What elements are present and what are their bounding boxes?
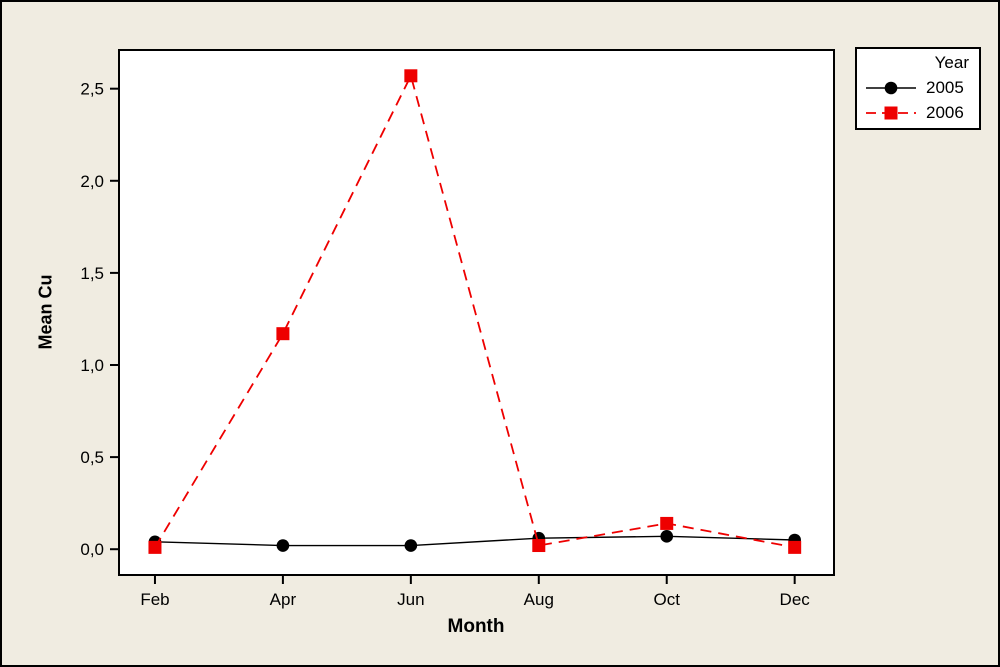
y-tick-label: 2,0	[80, 172, 104, 191]
legend-swatch-2006	[866, 106, 916, 119]
legend-label-2006: 2006	[926, 102, 964, 122]
data-point-2006-Oct	[660, 516, 674, 530]
series-line-2006	[154, 73, 795, 549]
data-point-2005-Oct	[660, 530, 674, 543]
x-tick-label: Feb	[140, 590, 169, 609]
legend: Year 2005 2006	[855, 47, 981, 130]
x-tick-label: Oct	[654, 590, 681, 609]
plot-frame	[118, 49, 835, 576]
data-point-2006-Apr	[276, 327, 290, 341]
data-point-2006-Feb	[148, 540, 162, 554]
data-point-2005-Apr	[276, 539, 290, 552]
data-point-2006-Aug	[532, 539, 546, 553]
legend-title: Year	[934, 53, 969, 72]
legend-label-2005: 2005	[926, 77, 964, 97]
y-tick-label: 2,5	[80, 80, 104, 99]
x-tick-label: Apr	[270, 590, 297, 609]
y-tick-label: 1,0	[80, 356, 104, 375]
x-axis-title: Month	[447, 616, 505, 637]
y-tick-label: 0,5	[80, 448, 104, 467]
data-point-2006-Jun	[404, 69, 418, 83]
x-tick-label: Jun	[397, 590, 424, 609]
legend-marker-2005	[884, 81, 898, 94]
legend-item-2005: 2005	[865, 75, 970, 100]
x-tick-label: Aug	[524, 590, 554, 609]
legend-swatch-2005	[866, 81, 916, 94]
y-tick-label: 1,5	[80, 264, 104, 283]
series-line-2005	[154, 535, 795, 547]
y-tick-label: 0,0	[80, 540, 104, 559]
x-tick-label: Dec	[780, 590, 811, 609]
data-point-2006-Dec	[788, 540, 802, 554]
data-point-2005-Jun	[404, 539, 418, 552]
legend-marker-2006	[884, 106, 898, 119]
legend-item-2006: 2006	[865, 100, 970, 125]
y-axis-title: Mean Cu	[35, 274, 56, 350]
